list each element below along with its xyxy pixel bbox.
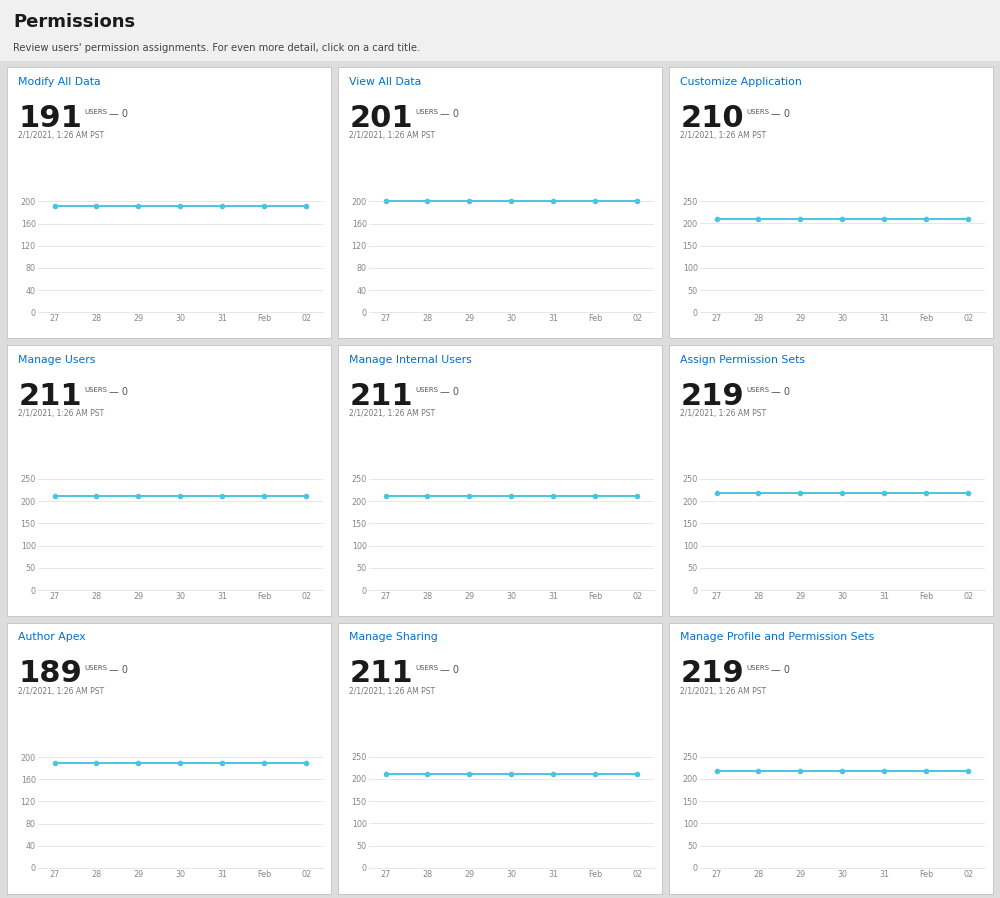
Text: — 0: — 0 — [109, 665, 128, 675]
Text: Customize Application: Customize Application — [680, 77, 802, 87]
Text: Modify All Data: Modify All Data — [18, 77, 101, 87]
Text: 191: 191 — [18, 104, 82, 133]
Text: USERS: USERS — [415, 110, 438, 115]
Text: USERS: USERS — [746, 387, 769, 393]
Text: Assign Permission Sets: Assign Permission Sets — [680, 355, 805, 365]
Text: 2/1/2021, 1:26 AM PST: 2/1/2021, 1:26 AM PST — [349, 131, 435, 140]
Text: View All Data: View All Data — [349, 77, 422, 87]
Text: USERS: USERS — [746, 110, 769, 115]
Text: 2/1/2021, 1:26 AM PST: 2/1/2021, 1:26 AM PST — [680, 131, 766, 140]
Text: 211: 211 — [349, 382, 413, 410]
Text: — 0: — 0 — [440, 387, 459, 397]
Text: Permissions: Permissions — [13, 13, 135, 31]
Text: — 0: — 0 — [440, 110, 459, 119]
Text: Author Apex: Author Apex — [18, 632, 86, 642]
Text: — 0: — 0 — [109, 387, 128, 397]
Text: USERS: USERS — [415, 387, 438, 393]
Text: 219: 219 — [680, 659, 744, 689]
Text: 189: 189 — [18, 659, 82, 689]
Text: USERS: USERS — [84, 110, 107, 115]
Text: Manage Sharing: Manage Sharing — [349, 632, 438, 642]
Text: Manage Internal Users: Manage Internal Users — [349, 355, 472, 365]
Text: 2/1/2021, 1:26 AM PST: 2/1/2021, 1:26 AM PST — [18, 409, 104, 418]
Text: — 0: — 0 — [771, 665, 790, 675]
Text: 201: 201 — [349, 104, 413, 133]
Text: — 0: — 0 — [109, 110, 128, 119]
Text: 211: 211 — [349, 659, 413, 689]
Text: 210: 210 — [680, 104, 744, 133]
Text: Manage Users: Manage Users — [18, 355, 96, 365]
Text: — 0: — 0 — [771, 110, 790, 119]
Text: USERS: USERS — [84, 387, 107, 393]
Text: 2/1/2021, 1:26 AM PST: 2/1/2021, 1:26 AM PST — [680, 409, 766, 418]
Text: 211: 211 — [18, 382, 82, 410]
Text: 2/1/2021, 1:26 AM PST: 2/1/2021, 1:26 AM PST — [18, 686, 104, 696]
Text: Manage Profile and Permission Sets: Manage Profile and Permission Sets — [680, 632, 875, 642]
Text: USERS: USERS — [84, 665, 107, 671]
Text: 2/1/2021, 1:26 AM PST: 2/1/2021, 1:26 AM PST — [18, 131, 104, 140]
Text: USERS: USERS — [746, 665, 769, 671]
Text: 2/1/2021, 1:26 AM PST: 2/1/2021, 1:26 AM PST — [349, 686, 435, 696]
Text: — 0: — 0 — [771, 387, 790, 397]
Text: 2/1/2021, 1:26 AM PST: 2/1/2021, 1:26 AM PST — [349, 409, 435, 418]
Text: Review users' permission assignments. For even more detail, click on a card titl: Review users' permission assignments. Fo… — [13, 43, 420, 53]
Text: 219: 219 — [680, 382, 744, 410]
Text: — 0: — 0 — [440, 665, 459, 675]
Text: 2/1/2021, 1:26 AM PST: 2/1/2021, 1:26 AM PST — [680, 686, 766, 696]
Text: USERS: USERS — [415, 665, 438, 671]
